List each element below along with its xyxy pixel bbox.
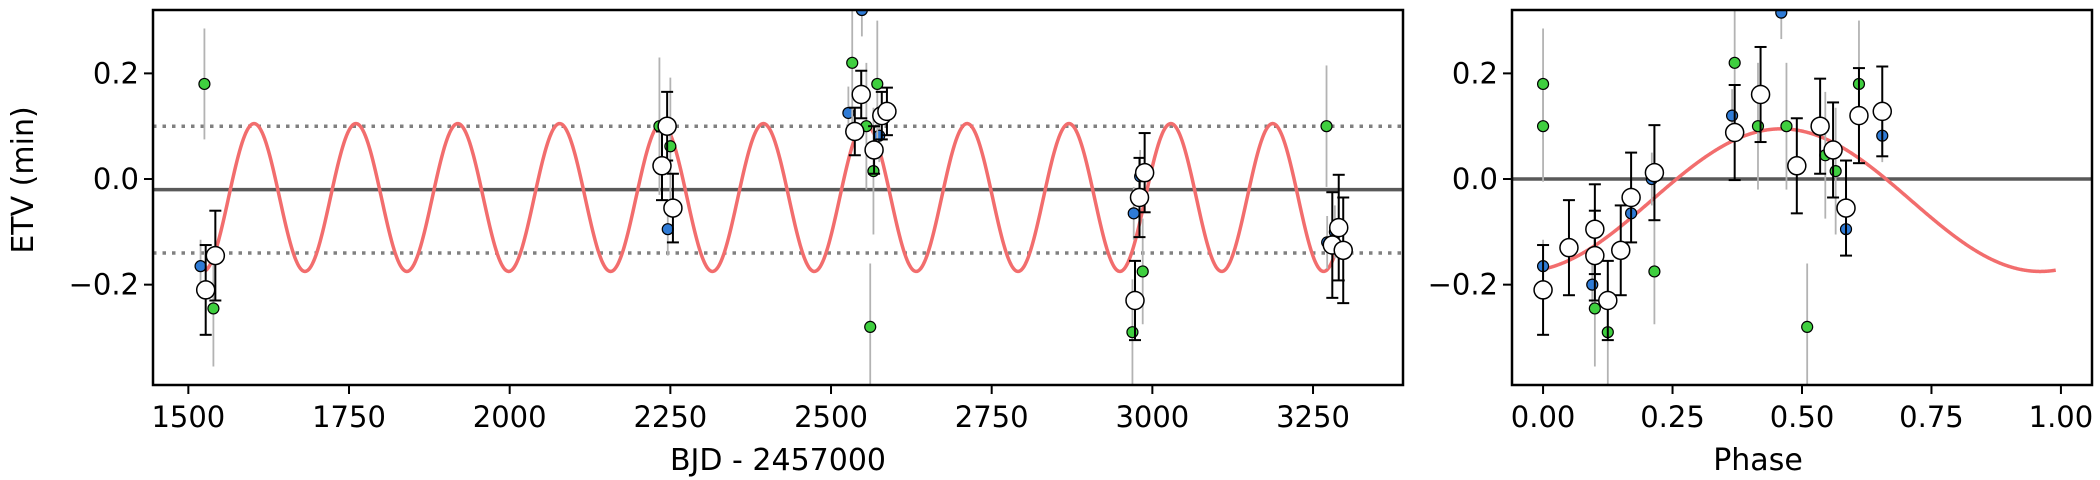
blue-point (1725, 109, 1739, 122)
binned-point (1129, 187, 1150, 208)
ylabel: ETV (min) (6, 106, 41, 253)
x-tick-label: 1500 (151, 400, 225, 434)
green-point (1136, 265, 1149, 278)
xlabel-time: BJD - 2457000 (670, 443, 886, 478)
x-tick-label: 2250 (633, 400, 707, 434)
green-point (1588, 302, 1601, 315)
x-tick-label: 2000 (473, 400, 547, 434)
green-point (1126, 326, 1139, 339)
binned-point (663, 198, 683, 218)
binned-point (1585, 245, 1605, 266)
binned-point (1724, 122, 1745, 143)
binned-point (1621, 187, 1641, 208)
binned-point (205, 245, 226, 266)
binned-point (1849, 105, 1869, 126)
x-tick-label: 2500 (794, 400, 868, 434)
green-point (198, 77, 211, 91)
binned-point (1333, 240, 1353, 261)
green-point (1648, 265, 1661, 278)
binned-point (1787, 156, 1807, 176)
green-point (864, 320, 877, 334)
green-point (1751, 120, 1765, 133)
plot-frame (151, 8, 1405, 387)
green-point (846, 56, 859, 69)
plot-data-area (1512, 10, 2092, 385)
blue-point (1586, 278, 1599, 291)
y-tick-label: −0.2 (69, 268, 139, 302)
blue-point (661, 223, 674, 236)
x-tick-label: 1750 (312, 400, 386, 434)
x-tick-label: 0.00 (1511, 400, 1576, 434)
x-tick-label: 2750 (955, 400, 1029, 434)
green-point (1536, 77, 1550, 91)
blue-point (194, 260, 207, 273)
binned-point (1750, 84, 1771, 105)
y-tick-label: 0.0 (1452, 162, 1498, 196)
binned-point (1328, 217, 1349, 238)
binned-point (1810, 116, 1830, 136)
x-tick-label: 3000 (1115, 400, 1189, 434)
binned-point (1125, 290, 1145, 311)
x-tick-label: 1.00 (2029, 400, 2094, 434)
green-point (871, 77, 884, 91)
y-tick-label: 0.0 (93, 162, 139, 196)
y-tick-label: 0.2 (1452, 56, 1498, 90)
binned-point (1585, 219, 1605, 239)
x-tick-label: 0.75 (1899, 400, 1964, 434)
binned-point (864, 140, 884, 160)
green-point (1728, 56, 1741, 69)
binned-point (877, 101, 897, 122)
y-tick-label: 0.2 (93, 56, 139, 90)
blue-point (1127, 207, 1140, 220)
xlabel-phase: Phase (1713, 443, 1803, 478)
model-curve (1542, 127, 2057, 274)
green-point (1829, 164, 1842, 178)
plot-data-area (153, 10, 1403, 385)
binned-point (1533, 280, 1553, 300)
binned-point (851, 84, 871, 105)
green-point (1536, 120, 1550, 133)
binned-point (652, 156, 672, 176)
binned-point (1611, 240, 1631, 261)
binned-point (1823, 140, 1843, 160)
green-point (1320, 120, 1333, 133)
binned-point (657, 116, 677, 136)
binned-point (1644, 162, 1665, 183)
model-curve (203, 121, 1338, 274)
binned-point (845, 121, 865, 142)
green-point (207, 302, 220, 315)
blue-point (1775, 10, 1788, 19)
etv-phase-panel: 0.00 0.25 0.50 0.75 1.00 −0.2 0.0 0.2 (1428, 8, 2094, 434)
binned-point (1134, 162, 1155, 183)
binned-point (1598, 290, 1618, 311)
x-tick-label: 0.50 (1770, 400, 1835, 434)
y-tick-label: −0.2 (1428, 268, 1498, 302)
binned-point (195, 280, 216, 300)
binned-point (1836, 198, 1856, 218)
blue-point (855, 10, 868, 17)
binned-point (1559, 237, 1579, 258)
x-tick-label: 0.25 (1640, 400, 1705, 434)
green-point (1780, 120, 1793, 133)
green-point (1801, 320, 1814, 334)
binned-point (1872, 101, 1893, 122)
x-tick-label: 3250 (1276, 400, 1350, 434)
etv-time-panel: 1500 1750 2000 2250 2500 2750 3000 3250 −0.2 0.0 0… (69, 8, 1405, 434)
